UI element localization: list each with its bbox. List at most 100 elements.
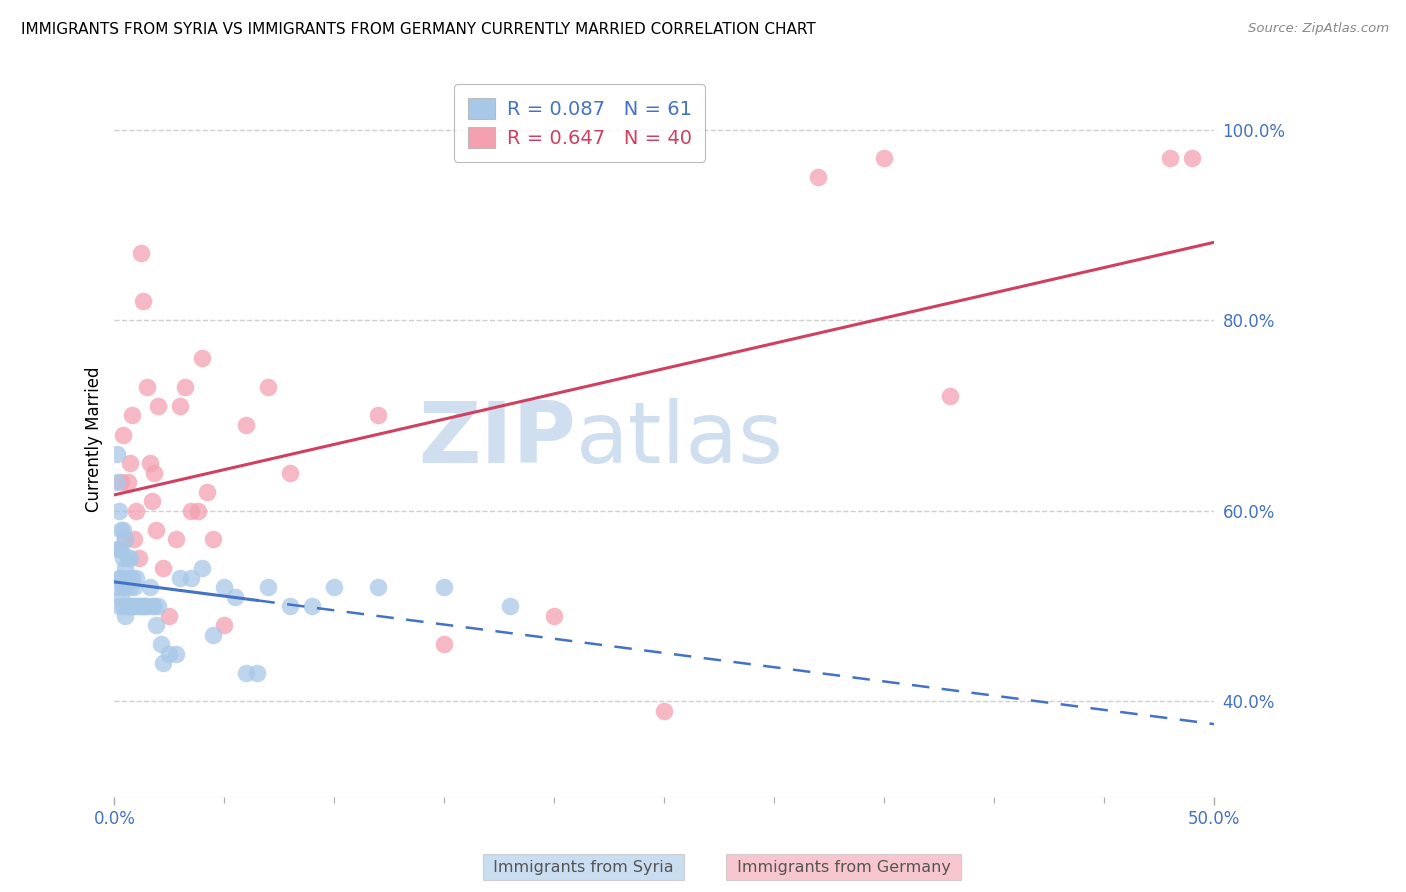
Point <box>152 657 174 671</box>
Point <box>652 704 675 718</box>
Point <box>112 551 135 566</box>
Point <box>257 580 280 594</box>
Point <box>112 580 135 594</box>
Point <box>873 151 896 165</box>
Point <box>433 580 456 594</box>
Point <box>108 541 131 556</box>
Point <box>114 608 136 623</box>
Point <box>108 504 131 518</box>
Point <box>121 409 143 423</box>
Point <box>148 599 170 614</box>
Point <box>195 484 218 499</box>
Y-axis label: Currently Married: Currently Married <box>86 367 103 512</box>
Point <box>117 599 139 614</box>
Point <box>145 523 167 537</box>
Point <box>152 561 174 575</box>
Point <box>108 570 131 584</box>
Point <box>110 570 132 584</box>
Point <box>105 541 128 556</box>
Point <box>191 351 214 366</box>
Point <box>118 580 141 594</box>
Point <box>134 599 156 614</box>
Point <box>118 599 141 614</box>
Point <box>108 599 131 614</box>
Point <box>117 551 139 566</box>
Point <box>145 618 167 632</box>
Point <box>180 570 202 584</box>
Point <box>149 637 172 651</box>
Legend: R = 0.087   N = 61, R = 0.647   N = 40: R = 0.087 N = 61, R = 0.647 N = 40 <box>454 85 706 161</box>
Point <box>143 599 166 614</box>
Point <box>187 504 209 518</box>
Point <box>235 665 257 680</box>
Point <box>191 561 214 575</box>
Text: Source: ZipAtlas.com: Source: ZipAtlas.com <box>1249 22 1389 36</box>
Point <box>1159 151 1181 165</box>
Point <box>129 246 152 260</box>
Point <box>136 380 159 394</box>
Point <box>110 590 132 604</box>
Point <box>367 409 389 423</box>
Point <box>117 570 139 584</box>
Point <box>280 466 302 480</box>
Point <box>132 294 155 309</box>
Point <box>141 494 163 508</box>
Point <box>180 504 202 518</box>
Point <box>122 533 145 547</box>
Point <box>157 608 180 623</box>
Text: Immigrants from Syria: Immigrants from Syria <box>488 860 679 874</box>
Point <box>246 665 269 680</box>
Point <box>114 561 136 575</box>
Point <box>165 533 187 547</box>
Point <box>807 170 830 185</box>
Point <box>214 618 236 632</box>
Point <box>105 580 128 594</box>
Point <box>214 580 236 594</box>
Point <box>224 590 246 604</box>
Point <box>118 551 141 566</box>
Point <box>235 417 257 432</box>
Point <box>129 599 152 614</box>
Point <box>301 599 323 614</box>
Point <box>110 475 132 490</box>
Point <box>114 580 136 594</box>
Point <box>257 380 280 394</box>
Point <box>148 399 170 413</box>
Point <box>157 647 180 661</box>
Point <box>125 599 148 614</box>
Point <box>1181 151 1204 165</box>
Point <box>112 427 135 442</box>
Text: ZIP: ZIP <box>419 398 576 481</box>
Point <box>939 389 962 403</box>
Point <box>138 580 160 594</box>
Point <box>117 475 139 490</box>
Point <box>122 580 145 594</box>
Point <box>169 399 191 413</box>
Point <box>121 599 143 614</box>
Point <box>433 637 456 651</box>
Point <box>323 580 346 594</box>
Point <box>125 570 148 584</box>
Point <box>136 599 159 614</box>
Point <box>367 580 389 594</box>
Point <box>105 475 128 490</box>
Point <box>132 599 155 614</box>
Point <box>173 380 195 394</box>
Point <box>128 551 150 566</box>
Point <box>110 541 132 556</box>
Point <box>112 523 135 537</box>
Point <box>114 533 136 547</box>
Point <box>118 456 141 470</box>
Point <box>114 533 136 547</box>
Point <box>202 628 225 642</box>
Text: IMMIGRANTS FROM SYRIA VS IMMIGRANTS FROM GERMANY CURRENTLY MARRIED CORRELATION C: IMMIGRANTS FROM SYRIA VS IMMIGRANTS FROM… <box>21 22 815 37</box>
Point <box>202 533 225 547</box>
Point <box>122 599 145 614</box>
Point <box>105 447 128 461</box>
Point <box>169 570 191 584</box>
Point <box>143 466 166 480</box>
Point <box>138 456 160 470</box>
Point <box>121 570 143 584</box>
Point <box>141 599 163 614</box>
Point <box>165 647 187 661</box>
